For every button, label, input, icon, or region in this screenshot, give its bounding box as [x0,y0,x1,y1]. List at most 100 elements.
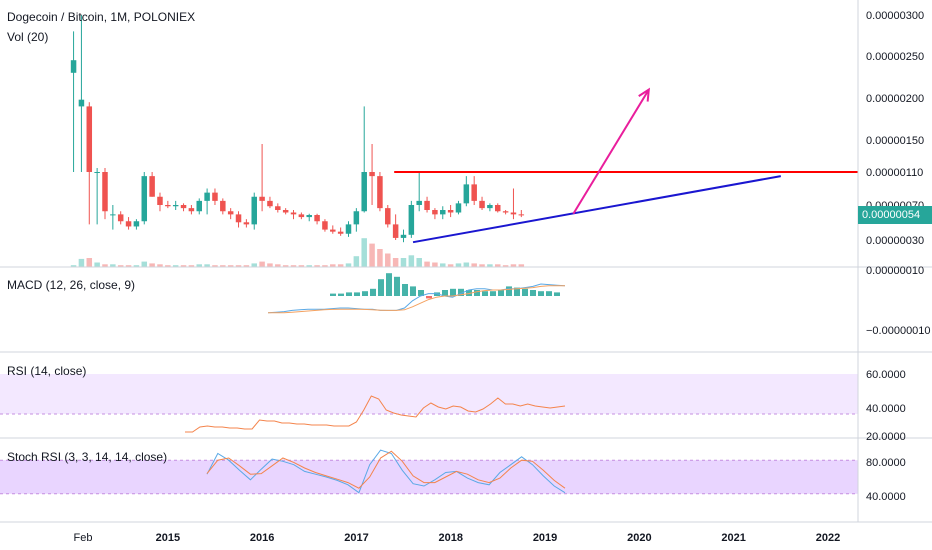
macd-y-tick: −0.00000010 [866,325,931,337]
price-y-tick: 0.00000150 [866,135,924,147]
volume-bar [204,264,210,267]
rsi-y-tick: 20.0000 [866,431,906,443]
candle-body [70,60,77,73]
volume-bar [447,264,454,267]
volume-bar [502,265,509,267]
volume-bar [70,265,77,267]
volume-bar [361,238,367,267]
macd-histogram-bar [338,293,344,296]
volume-bar [424,261,430,267]
candle-body [141,176,148,222]
candle-body [165,205,171,207]
volume-bar [212,265,218,267]
candle-body [455,203,462,213]
volume-bar [251,263,257,267]
x-tick-label: 2022 [816,532,840,544]
macd-histogram-bar [498,290,504,296]
candle-body [188,208,195,212]
candle-body [251,196,257,225]
candle-body [353,211,360,225]
candle-body [267,200,273,207]
x-tick-label: 2018 [439,532,463,544]
macd-histogram-bar [394,276,400,296]
candle-body [337,231,344,234]
rsi-y-tick: 60.0000 [866,369,906,381]
macd-histogram-bar [522,288,528,296]
candle-body [86,106,93,172]
volume-bar [227,265,234,267]
volume-bar [78,258,85,267]
macd-histogram-bar [546,291,552,296]
volume-bar [243,265,250,267]
candle-body [463,184,470,204]
macd-histogram-bar [370,288,376,296]
macd-histogram-bar [362,291,368,296]
candle-body [290,212,297,215]
rsi-line [185,395,566,433]
candle-body [94,172,100,173]
rsi-pane [0,374,858,433]
candle-body [196,200,203,212]
macd-histogram-bar [426,296,432,299]
candle-body [243,222,250,225]
stoch-band [0,460,858,494]
volume-bar [377,249,383,267]
support-trendline [412,175,781,244]
volume-bar [440,263,446,267]
volume-bar [86,258,93,267]
volume-bar [235,265,242,267]
volume-bar [455,263,462,267]
projection-arrowhead [638,87,650,102]
candle-body [149,176,155,197]
macd-histogram-bar [506,286,512,296]
volume-bar [330,264,336,267]
volume-bar [259,261,265,267]
candle-body [369,172,375,177]
x-tick-label: 2016 [250,532,274,544]
volume-bar [408,255,415,267]
macd-histogram-bar [490,291,496,296]
macd-histogram-bar [450,288,456,296]
volume-bar [463,262,470,267]
rsi-band [0,374,858,414]
macd-histogram-bar [386,273,392,296]
volume-bar [337,264,344,267]
stoch-pane [0,449,858,495]
volume-bar [282,265,289,267]
stoch-y-tick: 80.0000 [866,457,906,469]
candle-body [212,192,218,201]
candle-body [440,210,446,215]
candle-body [518,214,525,216]
volume-bar [298,265,305,267]
macd-histogram-bar [482,291,488,296]
volume-bar [314,265,320,267]
rsi-label: RSI (14, close) [7,364,87,378]
x-tick-label: 2015 [156,532,180,544]
macd-histogram-bar [418,290,424,296]
volume-bar [290,265,297,267]
price-pane [70,15,858,267]
candle-body [314,215,320,222]
volume-bar [518,264,525,267]
price-y-tick: 0.00000200 [866,93,924,105]
x-tick-label: 2017 [344,532,368,544]
candle-body [424,200,430,210]
volume-bar [180,265,187,267]
macd-histogram-bar [554,292,560,296]
volume-bar [220,265,226,267]
volume-bar [94,262,100,267]
macd-histogram-bar [514,287,520,296]
price-y-tick: 0.00000030 [866,235,924,247]
candle-body [408,205,415,235]
volume-bar [141,261,148,267]
volume-bar [267,263,273,267]
volume-bar [117,265,124,267]
candle-body [227,211,234,215]
candle-body [447,210,454,213]
volume-bar [385,253,391,267]
volume-bar [125,265,132,267]
candle-body [157,196,163,205]
volume-bar [275,264,281,267]
